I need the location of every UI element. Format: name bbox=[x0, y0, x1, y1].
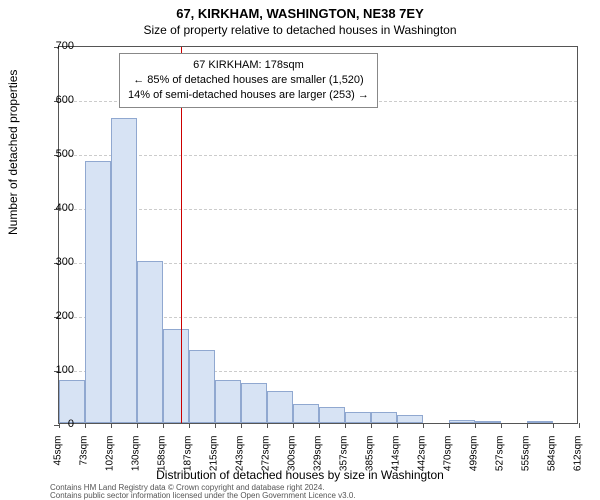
ytick-label: 300 bbox=[34, 256, 74, 268]
plot-area: 67 KIRKHAM: 178sqm← 85% of detached hous… bbox=[58, 46, 578, 424]
chart-container: 67, KIRKHAM, WASHINGTON, NE38 7EY Size o… bbox=[0, 0, 600, 500]
histogram-bar bbox=[85, 161, 110, 423]
ytick-label: 600 bbox=[34, 94, 74, 106]
histogram-bar bbox=[59, 380, 84, 423]
ytick-label: 700 bbox=[34, 40, 74, 52]
xtick-mark bbox=[501, 423, 502, 428]
ytick-label: 400 bbox=[34, 202, 74, 214]
xtick-mark bbox=[423, 423, 424, 428]
xtick-mark bbox=[449, 423, 450, 428]
xtick-label: 470sqm bbox=[443, 436, 454, 486]
xtick-mark bbox=[293, 423, 294, 428]
x-axis-label: Distribution of detached houses by size … bbox=[0, 468, 600, 482]
xtick-label: 300sqm bbox=[287, 436, 298, 486]
chart-title-main: 67, KIRKHAM, WASHINGTON, NE38 7EY bbox=[0, 0, 600, 21]
xtick-mark bbox=[241, 423, 242, 428]
xtick-mark bbox=[553, 423, 554, 428]
histogram-bar bbox=[475, 421, 500, 423]
xtick-mark bbox=[137, 423, 138, 428]
histogram-bar bbox=[241, 383, 266, 424]
xtick-label: 385sqm bbox=[365, 436, 376, 486]
histogram-bar bbox=[163, 329, 188, 424]
xtick-label: 357sqm bbox=[339, 436, 350, 486]
ytick-label: 500 bbox=[34, 148, 74, 160]
histogram-bar bbox=[319, 407, 344, 423]
info-box-line2: ← 85% of detached houses are smaller (1,… bbox=[128, 73, 369, 88]
ytick-label: 100 bbox=[34, 364, 74, 376]
xtick-label: 102sqm bbox=[105, 436, 116, 486]
info-box-line1: 67 KIRKHAM: 178sqm bbox=[128, 58, 369, 73]
xtick-mark bbox=[215, 423, 216, 428]
xtick-mark bbox=[397, 423, 398, 428]
xtick-mark bbox=[371, 423, 372, 428]
histogram-bar bbox=[293, 404, 318, 423]
xtick-mark bbox=[189, 423, 190, 428]
xtick-mark bbox=[163, 423, 164, 428]
xtick-label: 73sqm bbox=[79, 436, 90, 486]
xtick-mark bbox=[85, 423, 86, 428]
footer-text: Contains HM Land Registry data © Crown c… bbox=[50, 484, 590, 500]
xtick-mark bbox=[475, 423, 476, 428]
xtick-label: 414sqm bbox=[391, 436, 402, 486]
xtick-mark bbox=[319, 423, 320, 428]
histogram-bar bbox=[527, 421, 552, 423]
xtick-mark bbox=[111, 423, 112, 428]
xtick-mark bbox=[267, 423, 268, 428]
y-axis-label: Number of detached properties bbox=[6, 70, 20, 235]
xtick-label: 215sqm bbox=[209, 436, 220, 486]
histogram-bar bbox=[189, 350, 214, 423]
xtick-label: 499sqm bbox=[469, 436, 480, 486]
xtick-label: 527sqm bbox=[495, 436, 506, 486]
xtick-label: 555sqm bbox=[521, 436, 532, 486]
xtick-label: 243sqm bbox=[235, 436, 246, 486]
histogram-bar bbox=[397, 415, 422, 423]
xtick-label: 187sqm bbox=[183, 436, 194, 486]
xtick-label: 329sqm bbox=[313, 436, 324, 486]
histogram-bar bbox=[267, 391, 292, 423]
xtick-mark bbox=[527, 423, 528, 428]
chart-title-sub: Size of property relative to detached ho… bbox=[0, 21, 600, 41]
histogram-bar bbox=[111, 118, 136, 423]
info-box-line3: 14% of semi-detached houses are larger (… bbox=[128, 88, 369, 103]
xtick-label: 584sqm bbox=[547, 436, 558, 486]
histogram-bar bbox=[371, 412, 396, 423]
ytick-label: 0 bbox=[34, 418, 74, 430]
histogram-bar bbox=[449, 420, 474, 423]
xtick-label: 158sqm bbox=[157, 436, 168, 486]
ytick-label: 200 bbox=[34, 310, 74, 322]
histogram-bar bbox=[215, 380, 240, 423]
xtick-label: 272sqm bbox=[261, 436, 272, 486]
xtick-mark bbox=[345, 423, 346, 428]
footer-line2: Contains public sector information licen… bbox=[50, 491, 356, 500]
xtick-label: 45sqm bbox=[53, 436, 64, 486]
histogram-bar bbox=[345, 412, 370, 423]
xtick-label: 442sqm bbox=[417, 436, 428, 486]
xtick-mark bbox=[579, 423, 580, 428]
info-box: 67 KIRKHAM: 178sqm← 85% of detached hous… bbox=[119, 53, 378, 108]
xtick-label: 130sqm bbox=[131, 436, 142, 486]
plot-wrapper: 67 KIRKHAM: 178sqm← 85% of detached hous… bbox=[58, 46, 578, 424]
histogram-bar bbox=[137, 261, 162, 423]
xtick-label: 612sqm bbox=[573, 436, 584, 486]
